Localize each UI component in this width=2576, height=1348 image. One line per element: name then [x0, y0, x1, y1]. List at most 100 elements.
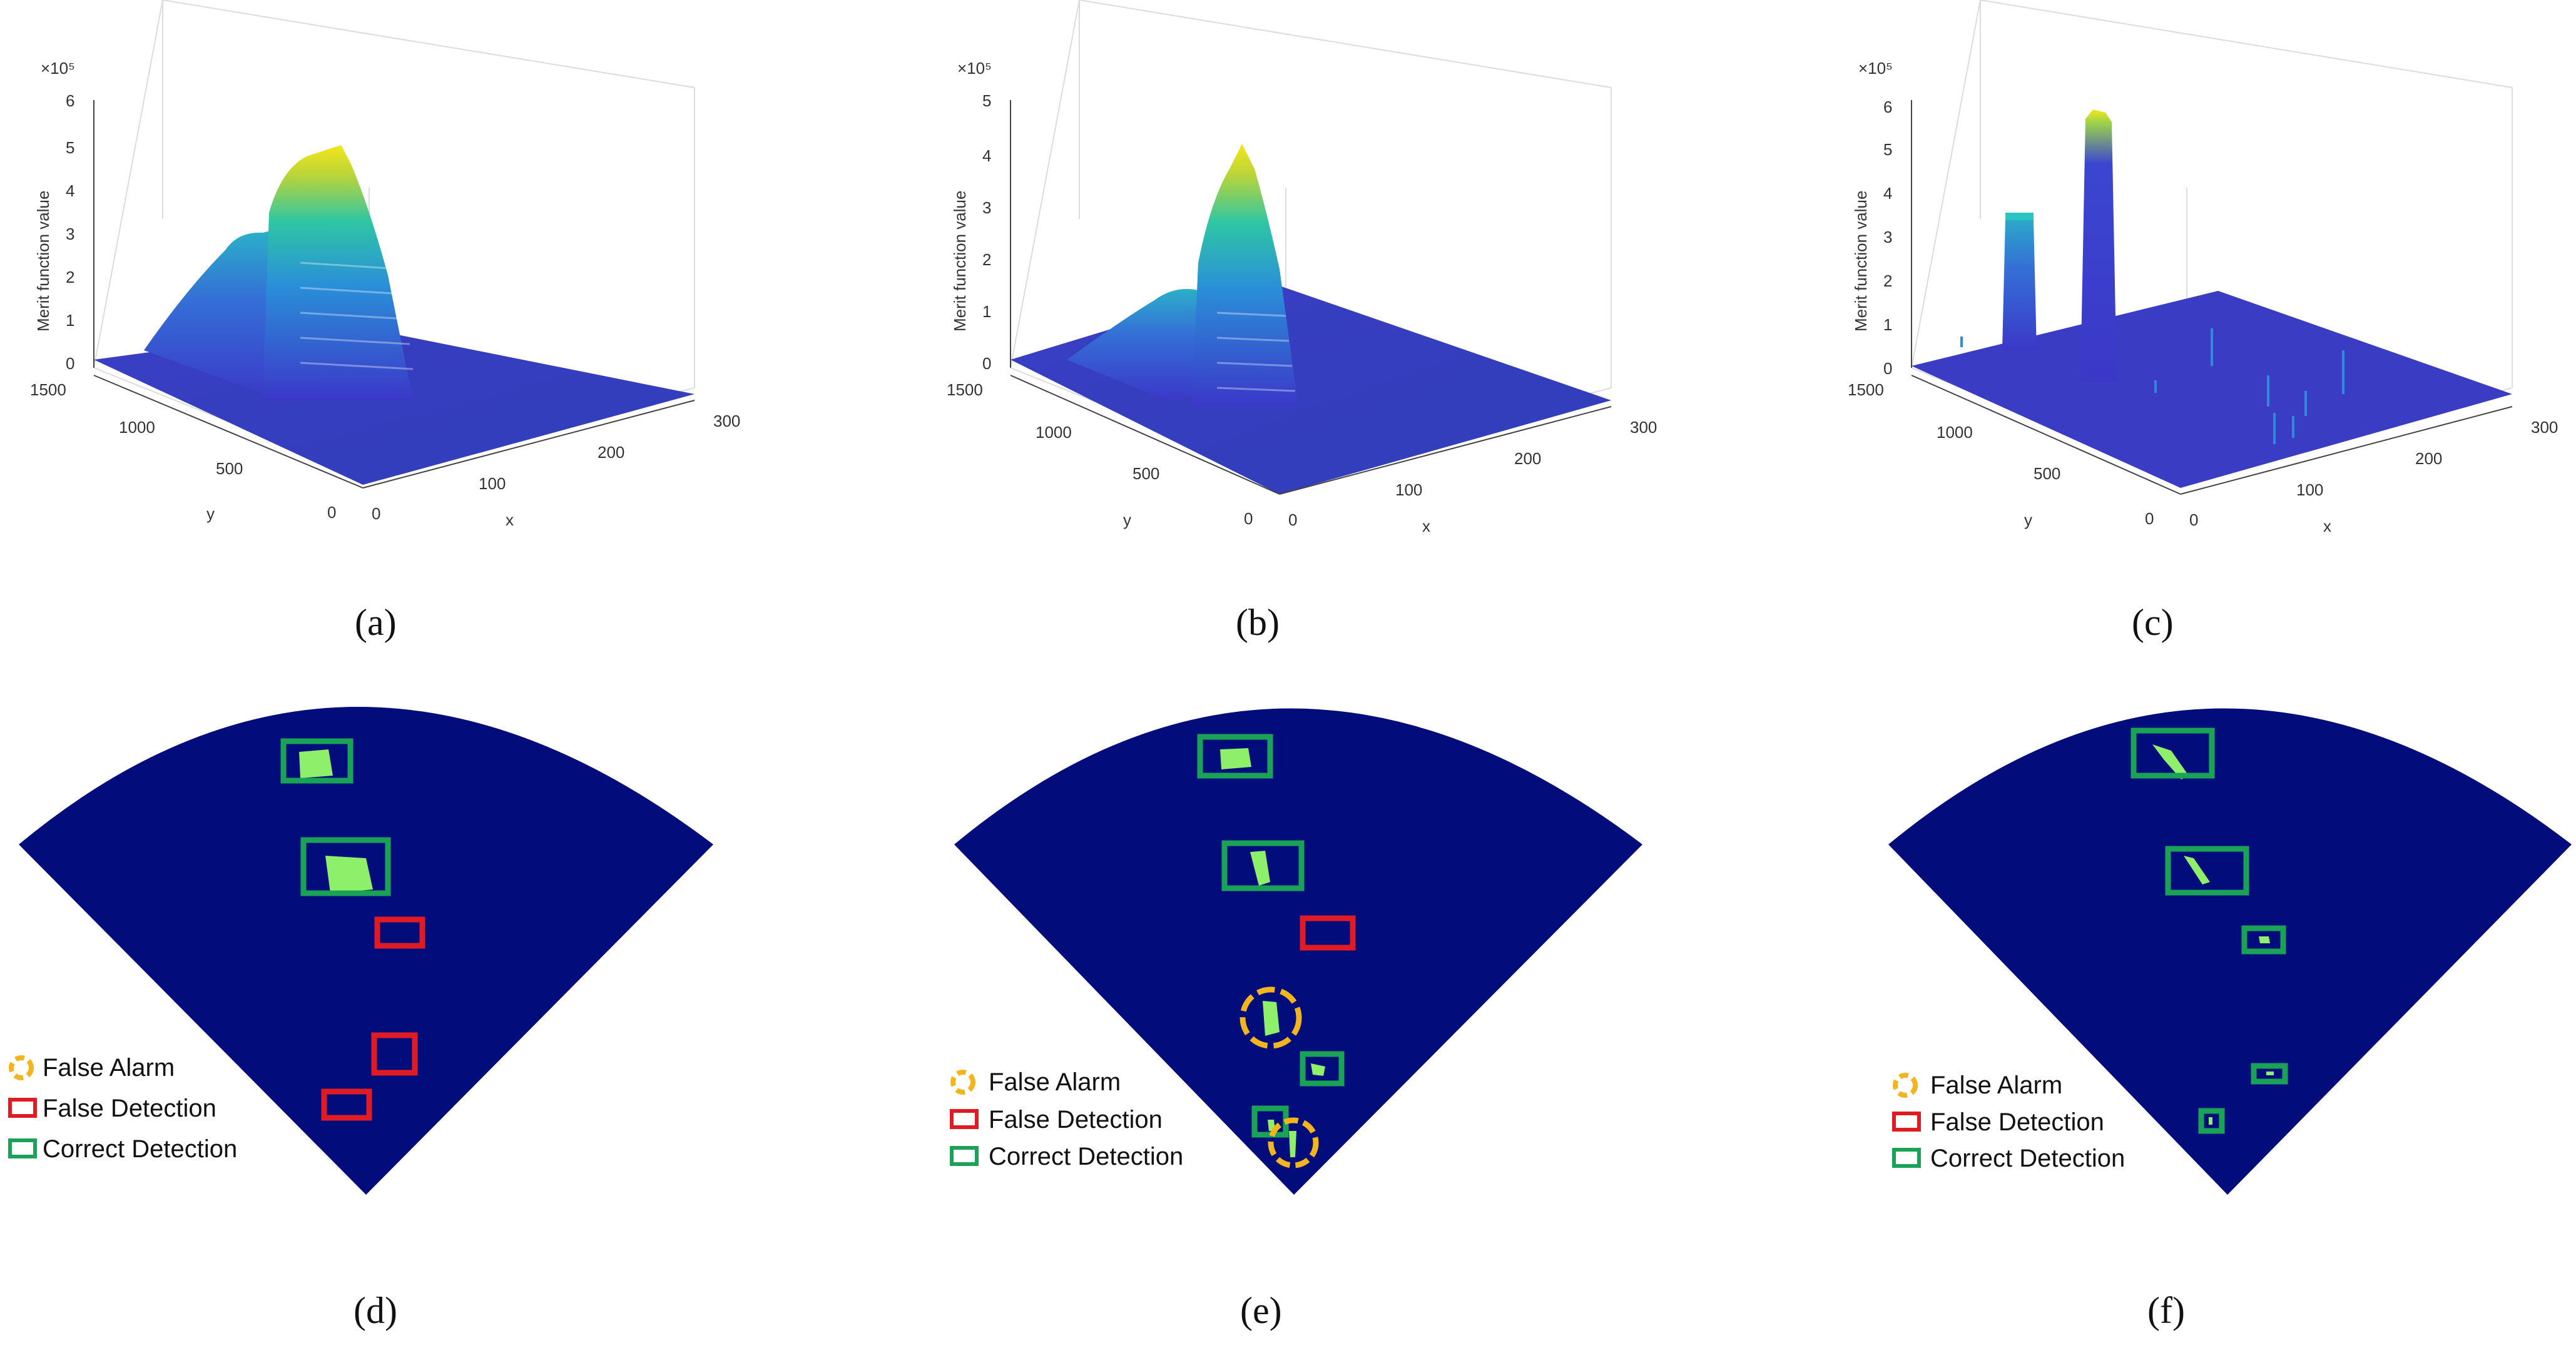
panel-b-x-axis: 0 100 200 300 x — [1279, 406, 1657, 535]
panel-f-target-2 — [2184, 856, 2210, 884]
panel-e-target-6 — [1289, 1131, 1296, 1157]
panel-a-zmult: ×10⁵ — [41, 59, 75, 78]
panel-f-target-1 — [2152, 744, 2189, 779]
panel-a-ztick-3: 3 — [66, 225, 74, 243]
panel-d-false-detection-box-3 — [321, 1088, 372, 1121]
panel-e-correct-box-3 — [1300, 1051, 1345, 1087]
panel-d-legend: False Alarm False Detection Correct Dete… — [8, 1054, 237, 1163]
panel-a-ytick-1500: 1500 — [30, 380, 66, 399]
panel-c-second-peak — [2002, 213, 2037, 350]
panel-b-xtick-300: 300 — [1630, 418, 1657, 437]
panel-c-zlabel: Merit function value — [1851, 191, 1870, 332]
panel-b-z-axis: ×10⁵ 0 1 2 3 4 5 Merit function value — [950, 59, 1011, 373]
panel-c-small-spikes — [1960, 328, 2344, 444]
panel-b-surface-plot: ×10⁵ 0 1 2 3 4 5 Merit function value 15… — [947, 0, 1657, 535]
panel-f-legend-correct-detection: Correct Detection — [1930, 1145, 2125, 1172]
panel-c-z-axis: ×10⁵ 0 1 2 3 4 5 6 Merit function value — [1851, 59, 1912, 378]
panel-e-false-detection-box — [1300, 915, 1356, 951]
panel-e-legend-correct-detection-icon — [950, 1146, 979, 1166]
panel-f-legend-false-alarm: False Alarm — [1930, 1072, 2062, 1099]
panel-a-ztick-4: 4 — [66, 181, 74, 200]
panel-a-y-axis: 1500 1000 500 0 y — [30, 375, 364, 523]
panel-a-ztick-0: 0 — [66, 354, 74, 373]
panel-d-legend-correct-detection-icon — [8, 1138, 37, 1158]
panel-e-target-4 — [1311, 1063, 1325, 1076]
panel-f-correct-box-3 — [2241, 925, 2286, 955]
panel-b-peak — [1192, 144, 1298, 407]
panel-c-ytick-500: 500 — [2034, 464, 2060, 483]
panel-d-false-detection-box-2 — [371, 1032, 418, 1076]
panel-e-legend-correct-detection: Correct Detection — [989, 1143, 1183, 1170]
panel-b-ztick-1: 1 — [982, 302, 991, 321]
panel-c-xtick-0: 0 — [2189, 510, 2198, 529]
panel-b-xtick-200: 200 — [1514, 449, 1541, 468]
panel-c-ztick-1: 1 — [1883, 315, 1892, 334]
panel-d-sector — [19, 707, 713, 1195]
panel-c-x-axis: 0 100 200 300 x — [2180, 406, 2558, 535]
panel-a-xtick-0: 0 — [372, 504, 380, 523]
panel-b-ylabel: y — [1123, 510, 1131, 529]
panel-f-legend-false-detection-icon — [1892, 1112, 1921, 1132]
panel-b-xtick-0: 0 — [1288, 510, 1297, 529]
panel-e-target-3 — [1263, 1001, 1280, 1036]
panel-a-ylabel: y — [206, 504, 215, 523]
panel-f-correct-box-5 — [2198, 1108, 2225, 1134]
panel-f-correct-box-1 — [2131, 727, 2215, 779]
panel-c-y-axis: 1500 1000 500 0 y — [1848, 375, 2181, 529]
panel-a-peak — [263, 145, 413, 400]
panel-a-ztick-2: 2 — [66, 268, 74, 286]
panel-b-zlabel: Merit function value — [950, 191, 969, 332]
panel-e-target-1 — [1220, 748, 1251, 769]
panel-a-ztick-6: 6 — [66, 91, 74, 110]
panel-d-target-1 — [299, 749, 333, 778]
panel-d-detection-map: False Alarm False Detection Correct Dete… — [8, 707, 713, 1195]
caption-f: (f) — [2147, 1290, 2185, 1331]
panel-a-zlabel: Merit function value — [34, 191, 53, 332]
panel-a-ytick-500: 500 — [216, 459, 243, 478]
caption-e: (e) — [1240, 1290, 1282, 1331]
panel-c-ztick-0: 0 — [1883, 359, 1892, 378]
panel-f-legend: False Alarm False Detection Correct Dete… — [1892, 1072, 2125, 1172]
panel-b-xlabel: x — [1422, 517, 1430, 535]
caption-d: (d) — [354, 1290, 397, 1331]
panel-b-xtick-100: 100 — [1395, 480, 1422, 499]
panel-a-xtick-100: 100 — [479, 474, 506, 493]
panel-e-legend-false-alarm: False Alarm — [989, 1068, 1121, 1096]
panel-a-ztick-5: 5 — [66, 138, 74, 157]
panel-c-xtick-200: 200 — [2415, 449, 2442, 468]
panel-c-ytick-1500: 1500 — [1848, 380, 1884, 399]
panel-f-legend-correct-detection-icon — [1892, 1148, 1921, 1168]
panel-b-ztick-4: 4 — [982, 146, 991, 165]
panel-d-target-2 — [325, 856, 373, 893]
panel-c-ylabel: y — [2024, 510, 2032, 529]
panel-f-legend-false-alarm-icon — [1893, 1073, 1918, 1098]
panel-e-legend-false-detection-icon — [950, 1109, 979, 1129]
panel-c-ztick-6: 6 — [1883, 98, 1892, 116]
panel-d-legend-false-alarm-icon — [9, 1055, 34, 1080]
caption-b: (b) — [1236, 602, 1280, 643]
panel-c-xlabel: x — [2323, 517, 2331, 535]
panel-a-ytick-1000: 1000 — [119, 418, 155, 437]
panel-a-ztick-1: 1 — [66, 311, 74, 330]
panel-c-ytick-1000: 1000 — [1937, 423, 1973, 442]
panel-c-main-peak — [2080, 109, 2117, 382]
panel-f-sector — [1888, 708, 2572, 1195]
panel-d-legend-correct-detection: Correct Detection — [43, 1135, 237, 1163]
panel-d-correct-box-1 — [280, 738, 354, 784]
panel-c-floor — [1912, 291, 2512, 488]
panel-c-zmult: ×10⁵ — [1858, 59, 1893, 78]
panel-e-target-2 — [1250, 851, 1270, 886]
panel-c-second-peak-cap — [2005, 213, 2034, 220]
panel-e-false-alarm-circle-1 — [1240, 986, 1302, 1049]
panel-f-target-5 — [2209, 1117, 2212, 1125]
panel-c-ztick-4: 4 — [1883, 184, 1892, 203]
panel-e-legend: False Alarm False Detection Correct Dete… — [950, 1068, 1183, 1170]
panel-f-target-4 — [2266, 1072, 2274, 1075]
panel-a-xtick-200: 200 — [598, 443, 624, 462]
panel-c-ztick-5: 5 — [1883, 140, 1892, 159]
panel-a-surface-plot: ×10⁵ 0 1 2 3 4 5 6 Merit function value … — [30, 0, 740, 529]
panel-a-xtick-300: 300 — [713, 412, 740, 430]
panel-c-ztick-2: 2 — [1883, 271, 1892, 290]
panel-f-correct-box-2 — [2165, 846, 2249, 896]
panel-d-legend-false-detection-icon — [8, 1098, 37, 1118]
